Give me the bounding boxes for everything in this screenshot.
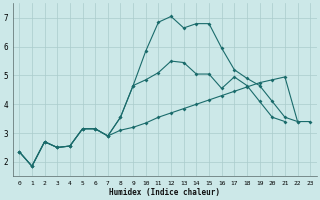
- X-axis label: Humidex (Indice chaleur): Humidex (Indice chaleur): [109, 188, 220, 197]
